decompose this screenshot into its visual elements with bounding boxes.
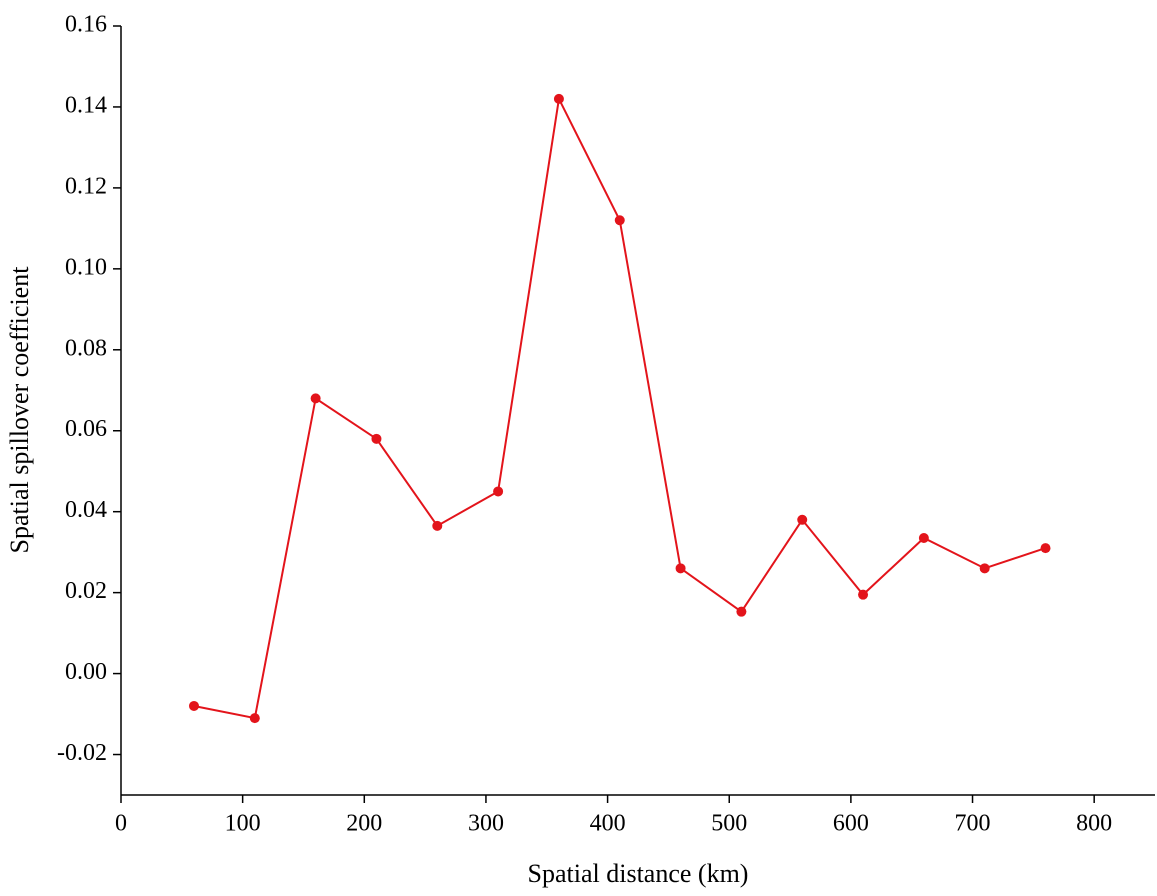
x-tick-label: 500 (711, 811, 747, 837)
x-tick-label: 300 (468, 811, 504, 837)
point (493, 486, 504, 497)
point (979, 563, 990, 574)
point (858, 589, 869, 600)
y-tick-label: 0.08 (65, 335, 107, 361)
point (249, 713, 260, 724)
x-tick-label: 600 (833, 811, 869, 837)
y-tick-label: 0.16 (65, 12, 107, 38)
y-tick-label: 0.14 (65, 92, 107, 118)
y-tick-label: -0.02 (57, 740, 107, 766)
x-tick-label: 0 (115, 811, 127, 837)
y-tick-label: 0.04 (65, 497, 107, 523)
point (1040, 543, 1051, 554)
point (188, 700, 199, 711)
y-tick-label: 0.10 (65, 254, 107, 280)
point (614, 215, 625, 226)
y-tick-label: 0.02 (65, 578, 107, 604)
y-axis-title: Spatial spillover coefficient (5, 266, 34, 554)
y-tick-label: 0.12 (65, 173, 107, 199)
point (736, 606, 747, 617)
x-tick-label: 100 (225, 811, 261, 837)
point (310, 393, 321, 404)
x-tick-label: 200 (346, 811, 382, 837)
point (371, 433, 382, 444)
x-tick-label: 400 (590, 811, 626, 837)
y-tick-label: 0.06 (65, 416, 107, 442)
x-tick-label: 800 (1076, 811, 1112, 837)
line (193, 95, 1046, 720)
point (797, 514, 808, 525)
x-axis-title: Spatial distance (km) (528, 859, 749, 888)
point (553, 93, 564, 104)
point (918, 532, 929, 543)
x-tick-label: 700 (955, 811, 991, 837)
point (675, 563, 686, 574)
point (432, 520, 443, 531)
y-tick-label: 0.00 (65, 659, 107, 685)
